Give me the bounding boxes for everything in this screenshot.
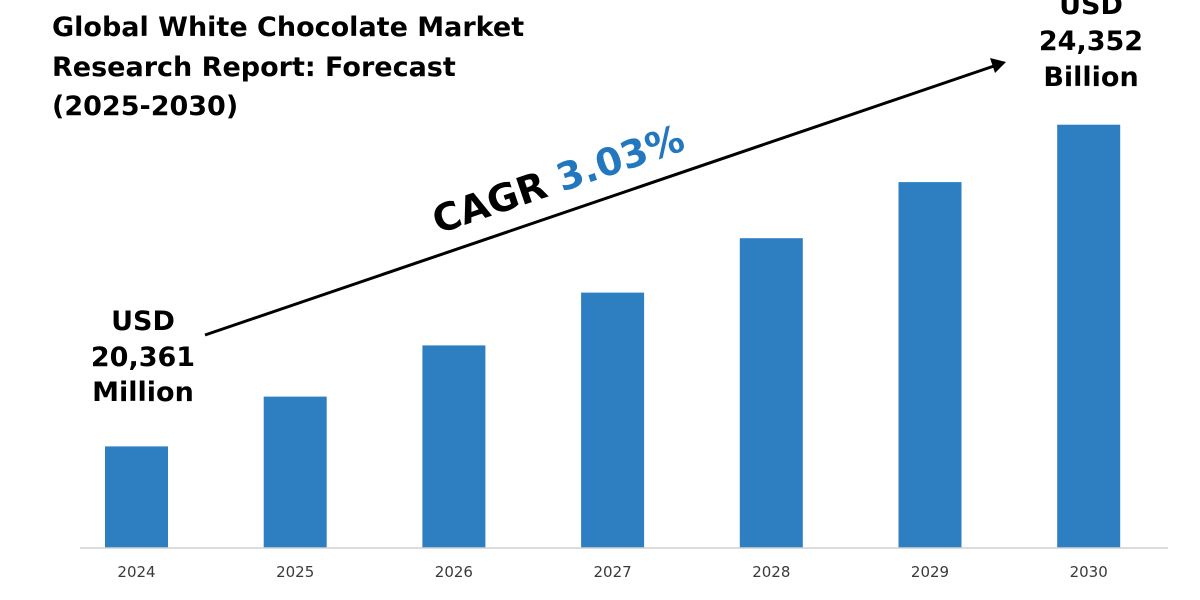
start-callout-amount: 20,361	[91, 342, 195, 373]
bar-2024	[105, 446, 168, 548]
bar-2029	[898, 182, 962, 548]
x-tick-label-2027: 2027	[594, 563, 632, 581]
growth-arrow-line	[204, 64, 995, 337]
chart-title-line-1: Global White Chocolate Market	[52, 12, 524, 43]
end-callout-unit: Billion	[1043, 62, 1138, 93]
cagr-value: 3.03%	[551, 116, 690, 200]
start-callout-currency: USD	[111, 306, 175, 337]
chart-title-line-3: (2025-2030)	[52, 91, 238, 122]
bar-2027	[581, 292, 645, 548]
end-value-callout: USD 24,352 Billion	[1039, 0, 1143, 93]
x-tick-label-2028: 2028	[752, 563, 790, 581]
start-callout-unit: Million	[92, 377, 194, 408]
x-tick-labels: 2024 2025 2026 2027 2028 2029 2030	[117, 563, 1107, 581]
end-callout-currency: USD	[1059, 0, 1123, 21]
x-tick-label-2029: 2029	[911, 563, 949, 581]
growth-arrow-head	[990, 58, 1006, 73]
x-tick-label-2030: 2030	[1070, 563, 1108, 581]
start-value-callout: USD 20,361 Million	[91, 306, 195, 408]
bar-2025	[263, 396, 327, 548]
bar-2026	[422, 345, 486, 548]
x-tick-label-2025: 2025	[276, 563, 314, 581]
cagr-prefix: CAGR	[427, 163, 553, 243]
cagr-label: CAGR 3.03%	[427, 116, 690, 242]
chart-title-line-2: Research Report: Forecast	[52, 52, 456, 83]
bar-2028	[739, 238, 803, 548]
x-tick-label-2026: 2026	[435, 563, 473, 581]
bars	[105, 124, 1121, 548]
bar-2030	[1057, 124, 1121, 548]
x-tick-label-2024: 2024	[117, 563, 155, 581]
end-callout-amount: 24,352	[1039, 26, 1143, 57]
